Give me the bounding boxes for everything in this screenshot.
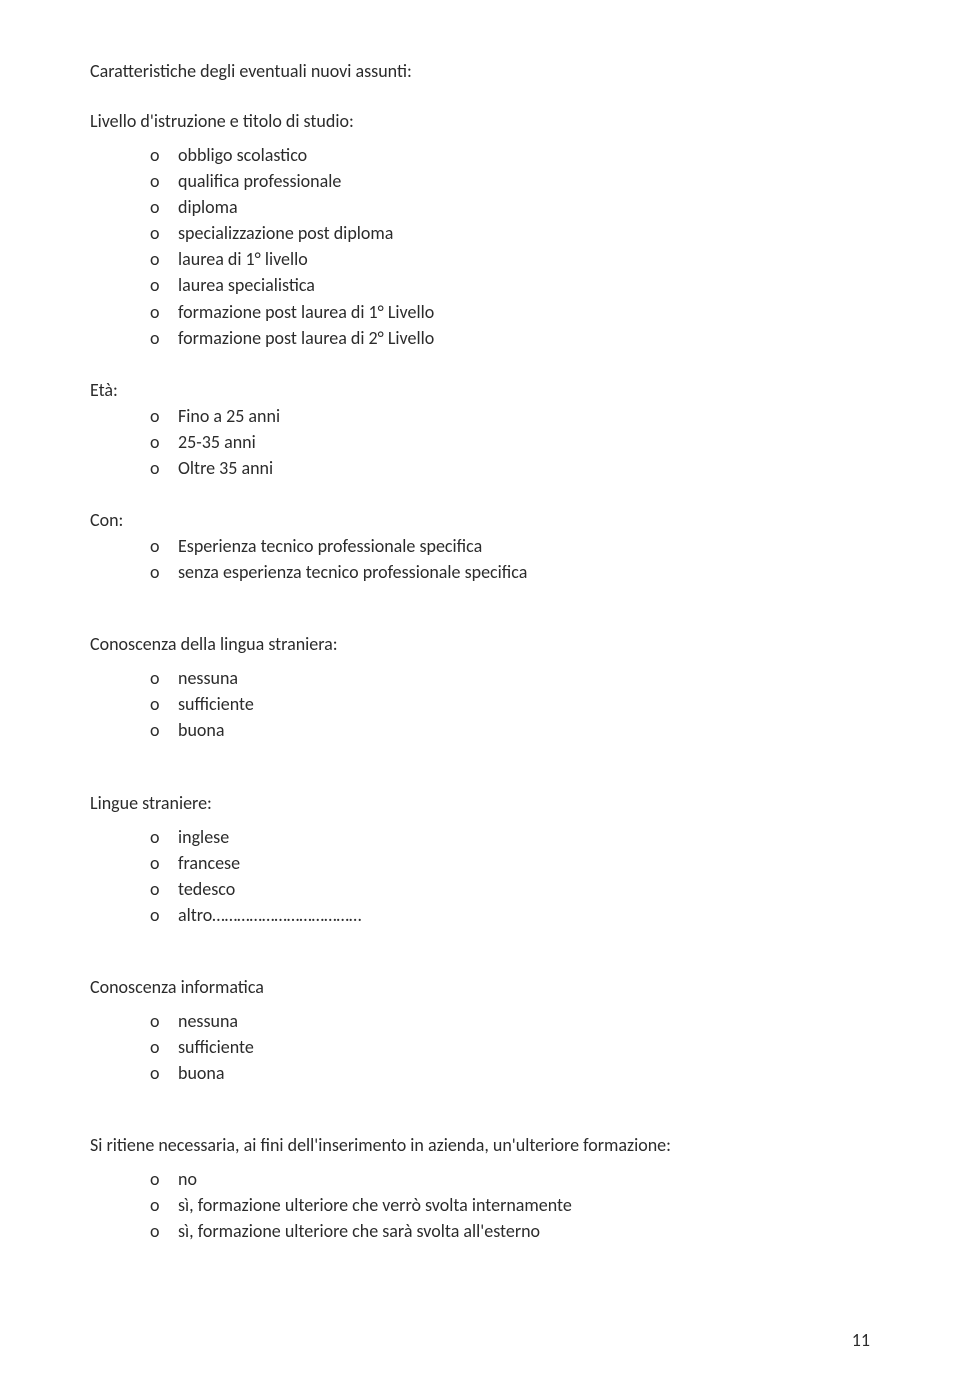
list-item: formazione post laurea di 2° Livello <box>150 325 870 351</box>
list-item: Fino a 25 anni <box>150 403 870 429</box>
list-con: Esperienza tecnico professionale specifi… <box>90 533 870 585</box>
list-item: tedesco <box>150 876 870 902</box>
list-item: sì, formazione ulteriore che verrò svolt… <box>150 1192 870 1218</box>
list-item: altro……………………………… <box>150 902 870 928</box>
heading-con: Con: <box>90 509 870 531</box>
list-item: laurea di 1° livello <box>150 246 870 272</box>
list-lingue: inglese francese tedesco altro…………………………… <box>90 824 870 928</box>
list-item: Esperienza tecnico professionale specifi… <box>150 533 870 559</box>
list-formazione: no sì, formazione ulteriore che verrò sv… <box>90 1166 870 1244</box>
list-item: 25-35 anni <box>150 429 870 455</box>
list-item: buona <box>150 1060 870 1086</box>
heading-lingue: Lingue straniere: <box>90 792 870 814</box>
list-eta: Fino a 25 anni 25-35 anni Oltre 35 anni <box>90 403 870 481</box>
list-item: nessuna <box>150 665 870 691</box>
heading-formazione: Si ritiene necessaria, ai fini dell'inse… <box>90 1134 870 1156</box>
list-informatica: nessuna sufficiente buona <box>90 1008 870 1086</box>
list-item: Oltre 35 anni <box>150 455 870 481</box>
list-item: laurea specialistica <box>150 272 870 298</box>
list-lingua: nessuna sufficiente buona <box>90 665 870 743</box>
list-item: nessuna <box>150 1008 870 1034</box>
list-item: obbligo scolastico <box>150 142 870 168</box>
list-item: buona <box>150 717 870 743</box>
list-studio: obbligo scolastico qualifica professiona… <box>90 142 870 351</box>
list-item: formazione post laurea di 1° Livello <box>150 299 870 325</box>
list-item: specializzazione post diploma <box>150 220 870 246</box>
list-item: qualifica professionale <box>150 168 870 194</box>
list-item: no <box>150 1166 870 1192</box>
heading-lingua: Conoscenza della lingua straniera: <box>90 633 870 655</box>
list-item: inglese <box>150 824 870 850</box>
heading-studio: Livello d'istruzione e titolo di studio: <box>90 110 870 132</box>
heading-main: Caratteristiche degli eventuali nuovi as… <box>90 60 870 82</box>
list-item: sì, formazione ulteriore che sarà svolta… <box>150 1218 870 1244</box>
heading-informatica: Conoscenza informatica <box>90 976 870 998</box>
list-item: francese <box>150 850 870 876</box>
list-item: senza esperienza tecnico professionale s… <box>150 559 870 585</box>
heading-eta: Età: <box>90 379 870 401</box>
list-item: sufficiente <box>150 1034 870 1060</box>
list-item: diploma <box>150 194 870 220</box>
page-number: 11 <box>852 1329 870 1351</box>
list-item: sufficiente <box>150 691 870 717</box>
